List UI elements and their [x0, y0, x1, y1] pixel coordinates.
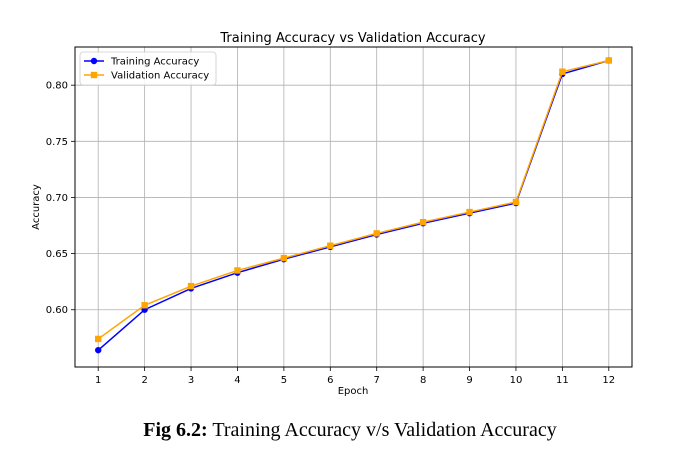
legend-label: Validation Accuracy — [111, 71, 209, 82]
y-tick-label: 0.60 — [46, 305, 68, 316]
data-point — [373, 230, 380, 237]
x-tick-label: 9 — [466, 375, 472, 386]
y-tick-label: 0.75 — [46, 137, 68, 148]
x-tick-label: 5 — [281, 375, 287, 386]
x-tick-label: 8 — [420, 375, 426, 386]
series-training — [95, 57, 612, 354]
legend-label: Training Accuracy — [110, 57, 199, 68]
series-layer — [95, 57, 612, 354]
x-tick-label: 7 — [374, 375, 380, 386]
series-line — [97, 59, 610, 351]
grid-lines — [75, 47, 632, 367]
x-tick-label: 4 — [234, 375, 240, 386]
y-tick-label: 0.65 — [46, 249, 68, 260]
data-point — [95, 346, 102, 354]
data-point — [95, 335, 102, 343]
series-line — [97, 59, 609, 340]
y-tick-label: 0.80 — [46, 81, 68, 92]
chart-title: Training Accuracy vs Validation Accuracy — [219, 31, 485, 46]
legend-marker — [90, 57, 98, 65]
x-tick-label: 1 — [95, 375, 101, 386]
data-point — [419, 218, 427, 226]
y-axis-label: Accuracy — [31, 184, 42, 230]
caption-text: Training Accuracy v/s Validation Accurac… — [207, 419, 557, 441]
series-validation — [95, 57, 612, 343]
data-point — [187, 282, 195, 290]
x-tick-label: 3 — [188, 375, 194, 386]
legend: Training Accuracy Validation Accuracy — [79, 51, 217, 86]
x-tick-label: 12 — [602, 375, 615, 386]
accuracy-chart: Training Accuracy vs Validation Accuracy… — [31, 31, 633, 397]
data-point — [559, 68, 566, 75]
x-tick-label: 10 — [510, 375, 523, 386]
x-tick-label: 6 — [327, 375, 333, 386]
x-tick-label: 2 — [141, 375, 147, 386]
data-point — [512, 198, 520, 206]
data-point — [234, 267, 241, 274]
legend-marker — [90, 71, 98, 79]
x-tick-label: 11 — [556, 375, 569, 386]
figure-caption: Fig 6.2: Training Accuracy v/s Validatio… — [0, 419, 700, 442]
legend-box — [79, 51, 217, 86]
caption-label: Fig 6.2: — [143, 419, 208, 441]
data-point — [466, 208, 473, 216]
data-point — [327, 242, 334, 249]
x-axis-label: Epoch — [338, 386, 369, 397]
data-point — [280, 254, 288, 262]
data-point — [141, 302, 148, 309]
plot-frame — [74, 46, 633, 368]
x-axis-ticks: 1 2 3 4 5 6 7 8 9 10 11 12 — [95, 367, 615, 386]
y-tick-label: 0.70 — [46, 193, 68, 204]
data-point — [605, 57, 612, 64]
y-axis-ticks: 0.60 0.65 0.70 0.75 0.80 — [46, 81, 75, 316]
